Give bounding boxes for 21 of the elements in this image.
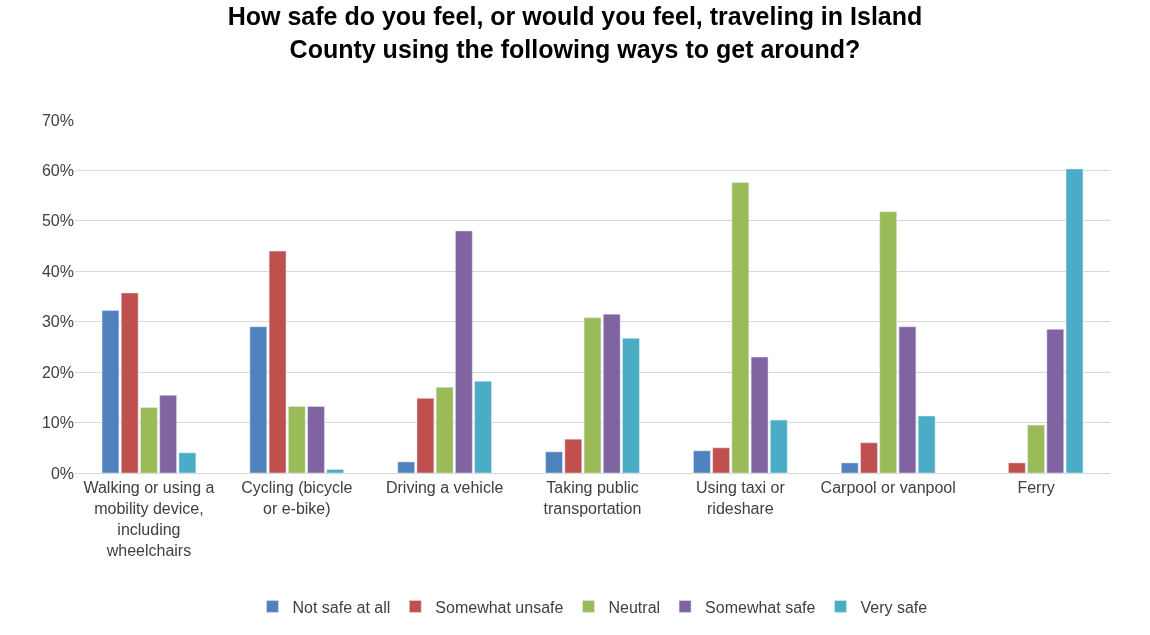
y-tick-label: 20% — [41, 363, 74, 381]
legend-label: Somewhat safe — [705, 598, 816, 616]
y-tick-label: 30% — [41, 313, 74, 331]
y-tick-label: 40% — [41, 262, 74, 280]
legend-label: Neutral — [608, 598, 661, 616]
x-tick-label: Using taxi or rideshare — [695, 479, 786, 517]
y-tick-label: 0% — [50, 464, 74, 482]
x-tick-label: Carpool or vanpool — [820, 479, 956, 497]
y-tick-label: 60% — [41, 162, 74, 180]
legend-label: Not safe at all — [292, 598, 391, 616]
y-tick-label: 50% — [41, 212, 74, 230]
x-tick-label: Ferry — [1017, 479, 1055, 497]
x-tick-label: Taking public transportation — [543, 479, 642, 517]
chart-title: How safe do you feel, or would you feel, traveling in Island County using the following ways to get around? — [227, 2, 923, 63]
x-tick-label: Driving a vehicle — [385, 479, 504, 497]
x-tick-label: Cycling (bicycle or e-bike) — [241, 479, 353, 517]
y-tick-label: 10% — [41, 414, 74, 432]
legend-label: Somewhat unsafe — [435, 598, 564, 616]
x-tick-label: Walking or using a mobility device, including wheelchairs — [83, 479, 215, 559]
y-tick-label: 70% — [41, 111, 74, 129]
legend-label: Very safe — [860, 598, 928, 616]
